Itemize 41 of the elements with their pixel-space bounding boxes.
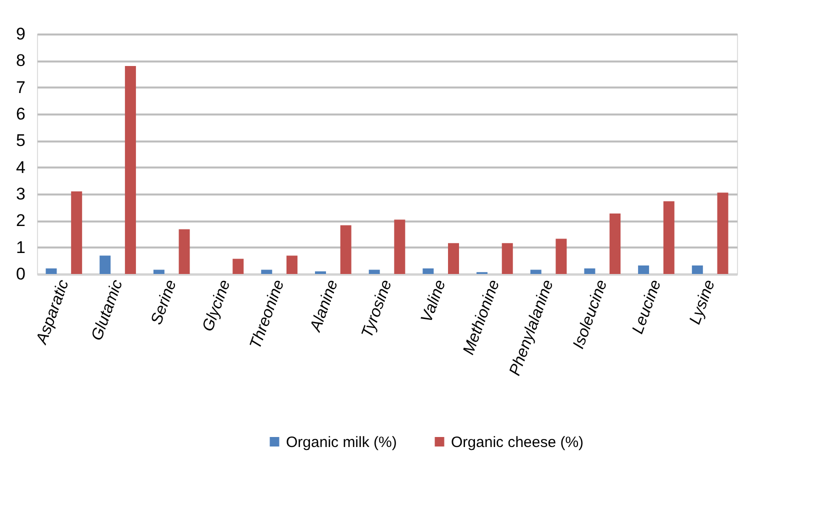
bar xyxy=(502,243,513,274)
y-tick-label: 0 xyxy=(16,264,26,284)
x-tick-label: Alanine xyxy=(307,278,342,335)
y-tick-label: 9 xyxy=(16,24,26,44)
bar xyxy=(394,220,406,274)
bar xyxy=(261,270,272,274)
bar xyxy=(692,265,703,274)
bar xyxy=(46,268,57,274)
y-tick-label: 5 xyxy=(16,131,26,150)
bar xyxy=(530,270,542,274)
legend-label: Organic cheese (%) xyxy=(451,434,584,451)
bar xyxy=(717,192,728,274)
bar xyxy=(124,66,136,274)
y-tick-label: 6 xyxy=(16,104,26,124)
bar xyxy=(448,243,460,274)
y-tick-label: 1 xyxy=(16,238,26,257)
bar xyxy=(314,271,326,274)
x-tick-label: Glycine xyxy=(200,278,234,334)
x-tick-label: Valine xyxy=(418,278,450,325)
bar xyxy=(340,225,352,274)
bar xyxy=(638,265,650,274)
y-tick-label: 4 xyxy=(16,158,26,177)
bar xyxy=(422,268,434,274)
x-tick-label: Lysine xyxy=(686,278,719,327)
bar xyxy=(368,270,380,274)
bar xyxy=(153,270,164,274)
bar xyxy=(178,229,190,274)
bar xyxy=(556,238,567,274)
bar xyxy=(232,258,244,274)
bar xyxy=(286,256,298,274)
bar xyxy=(663,201,674,274)
y-tick-label: 3 xyxy=(16,184,26,204)
bar xyxy=(610,213,621,274)
y-tick-label: 7 xyxy=(16,78,26,97)
bar xyxy=(584,268,596,274)
bar xyxy=(100,256,111,274)
bar xyxy=(71,191,82,274)
legend-label: Organic milk (%) xyxy=(286,434,397,451)
x-tick-label: Serine xyxy=(148,278,180,328)
y-tick-label: 8 xyxy=(16,51,26,70)
y-tick-label: 2 xyxy=(16,211,26,230)
